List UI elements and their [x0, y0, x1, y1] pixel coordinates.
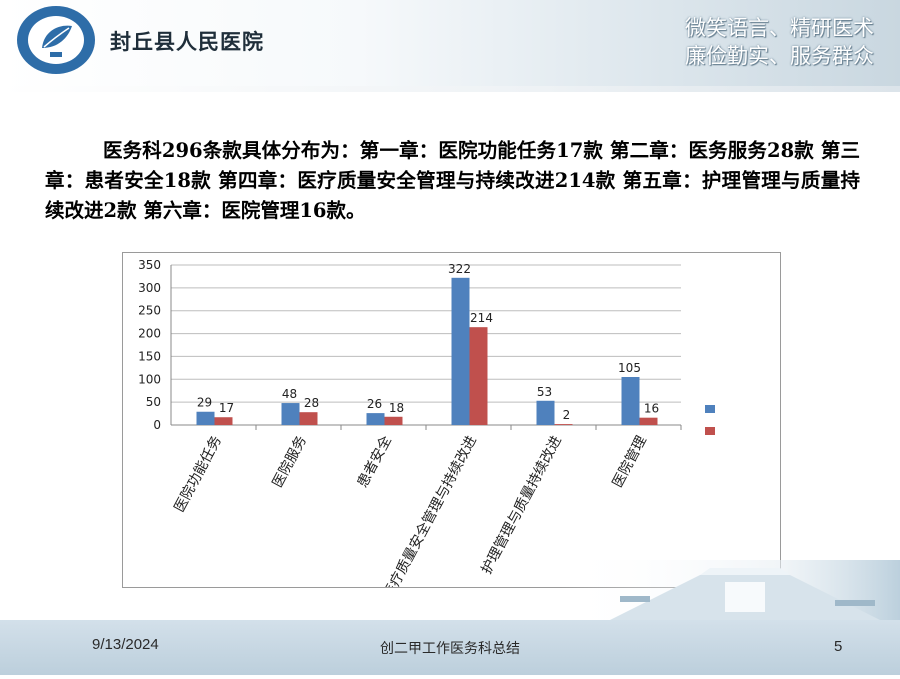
- bar: [536, 400, 555, 425]
- y-tick-label: 0: [153, 418, 161, 432]
- motto-line-2: 廉俭勤实、服务群众: [685, 44, 874, 68]
- bar: [196, 411, 215, 425]
- footer-title: 创二甲工作医务科总结: [380, 641, 520, 657]
- y-tick-label: 50: [146, 395, 161, 409]
- data-label: 29: [197, 396, 212, 410]
- hospital-name: 封丘县人民医院: [110, 30, 264, 54]
- y-tick-label: 150: [138, 349, 161, 363]
- x-tick-label: 护理管理与质量持续改进: [478, 433, 565, 577]
- bar-chart: 0 50 100 150 200 250 300 350 29 17 医院功能任务 48 28 医院服务 2…: [122, 252, 781, 588]
- bar: [451, 277, 470, 425]
- bar: [384, 416, 403, 425]
- data-label: 17: [219, 401, 234, 415]
- bar-chart-svg: 0 50 100 150 200 250 300 350 29 17 医院功能任务 48 28 医院服务 2…: [138, 258, 715, 587]
- data-label: 16: [644, 402, 659, 416]
- page-number: 5: [834, 638, 843, 655]
- x-tick-label: 医院服务: [270, 433, 310, 490]
- footer-bar: [0, 620, 900, 675]
- y-tick-label: 250: [138, 304, 161, 318]
- data-label: 2: [563, 408, 571, 422]
- data-label: 105: [618, 361, 641, 375]
- bar: [214, 417, 233, 425]
- bar: [366, 413, 385, 425]
- footer-date: 9/13/2024: [92, 636, 159, 653]
- data-label: 214: [470, 311, 493, 325]
- x-tick-label: 医院功能任务: [171, 433, 225, 515]
- hospital-motto: 微笑语言、精研医术 廉俭勤实、服务群众: [685, 14, 874, 70]
- bar: [554, 424, 573, 425]
- y-tick-label: 100: [138, 372, 161, 386]
- hospital-logo: [14, 4, 98, 76]
- x-tick-label: 患者安全: [354, 433, 395, 490]
- data-label: 18: [389, 401, 404, 415]
- header-divider: [0, 86, 900, 92]
- y-tick-label: 350: [138, 258, 161, 272]
- legend-key: [705, 427, 715, 435]
- bar: [621, 377, 640, 425]
- data-label: 53: [537, 385, 552, 399]
- description-paragraph: 医务科296条款具体分布为：第一章：医院功能任务17款 第二章：医务服务28款 …: [45, 139, 860, 222]
- data-label: 28: [304, 396, 319, 410]
- x-tick-label: 医院管理: [610, 433, 650, 490]
- y-tick-label: 300: [138, 281, 161, 295]
- y-tick-label: 200: [138, 327, 161, 341]
- bar: [639, 417, 658, 425]
- bar: [469, 327, 488, 425]
- data-label: 26: [367, 397, 382, 411]
- header-banner: [0, 0, 900, 86]
- bar: [281, 403, 300, 425]
- legend-key: [705, 405, 715, 413]
- footer-hallway-graphic: [0, 560, 900, 675]
- data-label: 322: [448, 262, 471, 276]
- data-label: 48: [282, 387, 297, 401]
- motto-line-1: 微笑语言、精研医术: [685, 16, 874, 40]
- bar: [299, 412, 318, 425]
